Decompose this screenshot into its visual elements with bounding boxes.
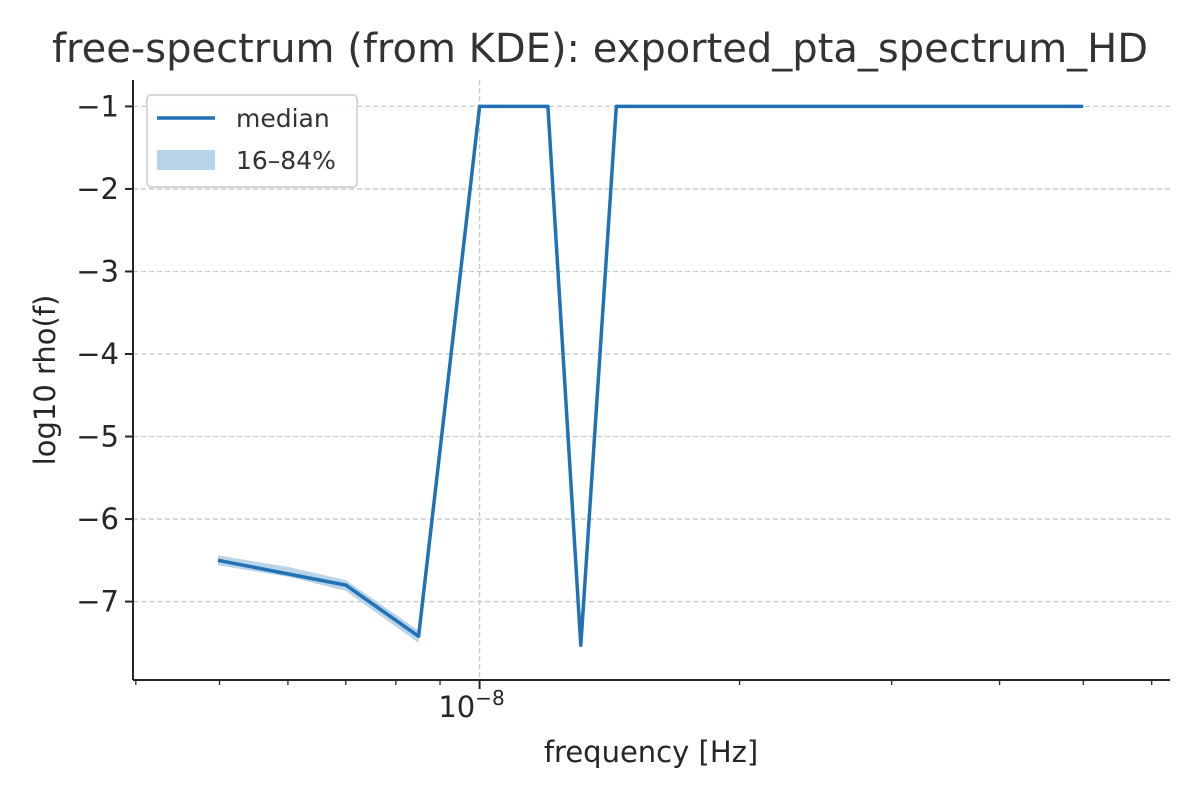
y-tick-label: −3 xyxy=(76,254,119,288)
grid-lines xyxy=(133,80,1170,680)
x-ticks: 10−8 xyxy=(135,680,1153,724)
legend-band-swatch xyxy=(157,150,215,170)
legend-median-label: median xyxy=(236,104,330,133)
y-ticks: −1 −2 −3 −4 −5 −6 −7 xyxy=(76,89,133,619)
y-tick-label: −6 xyxy=(76,502,119,536)
y-tick-label: −1 xyxy=(76,89,119,123)
x-tick-label: 10−8 xyxy=(438,686,504,724)
y-tick-label: −5 xyxy=(76,420,119,454)
median-line-layer xyxy=(217,104,1084,648)
x-axis-label: frequency [Hz] xyxy=(544,735,758,769)
percentile-band-16-84 xyxy=(218,555,419,643)
median-line xyxy=(217,104,1084,648)
legend-band-label: 16–84% xyxy=(236,146,336,175)
legend: median 16–84% xyxy=(146,94,358,188)
y-tick-label: −4 xyxy=(76,337,119,371)
y-tick-label: −2 xyxy=(76,172,119,206)
y-axis-label: log10 rho(f) xyxy=(28,295,62,466)
chart-title: free-spectrum (from KDE): exported_pta_s… xyxy=(52,26,1148,72)
y-tick-label: −7 xyxy=(76,585,119,619)
percentile-band-layer xyxy=(218,555,419,643)
